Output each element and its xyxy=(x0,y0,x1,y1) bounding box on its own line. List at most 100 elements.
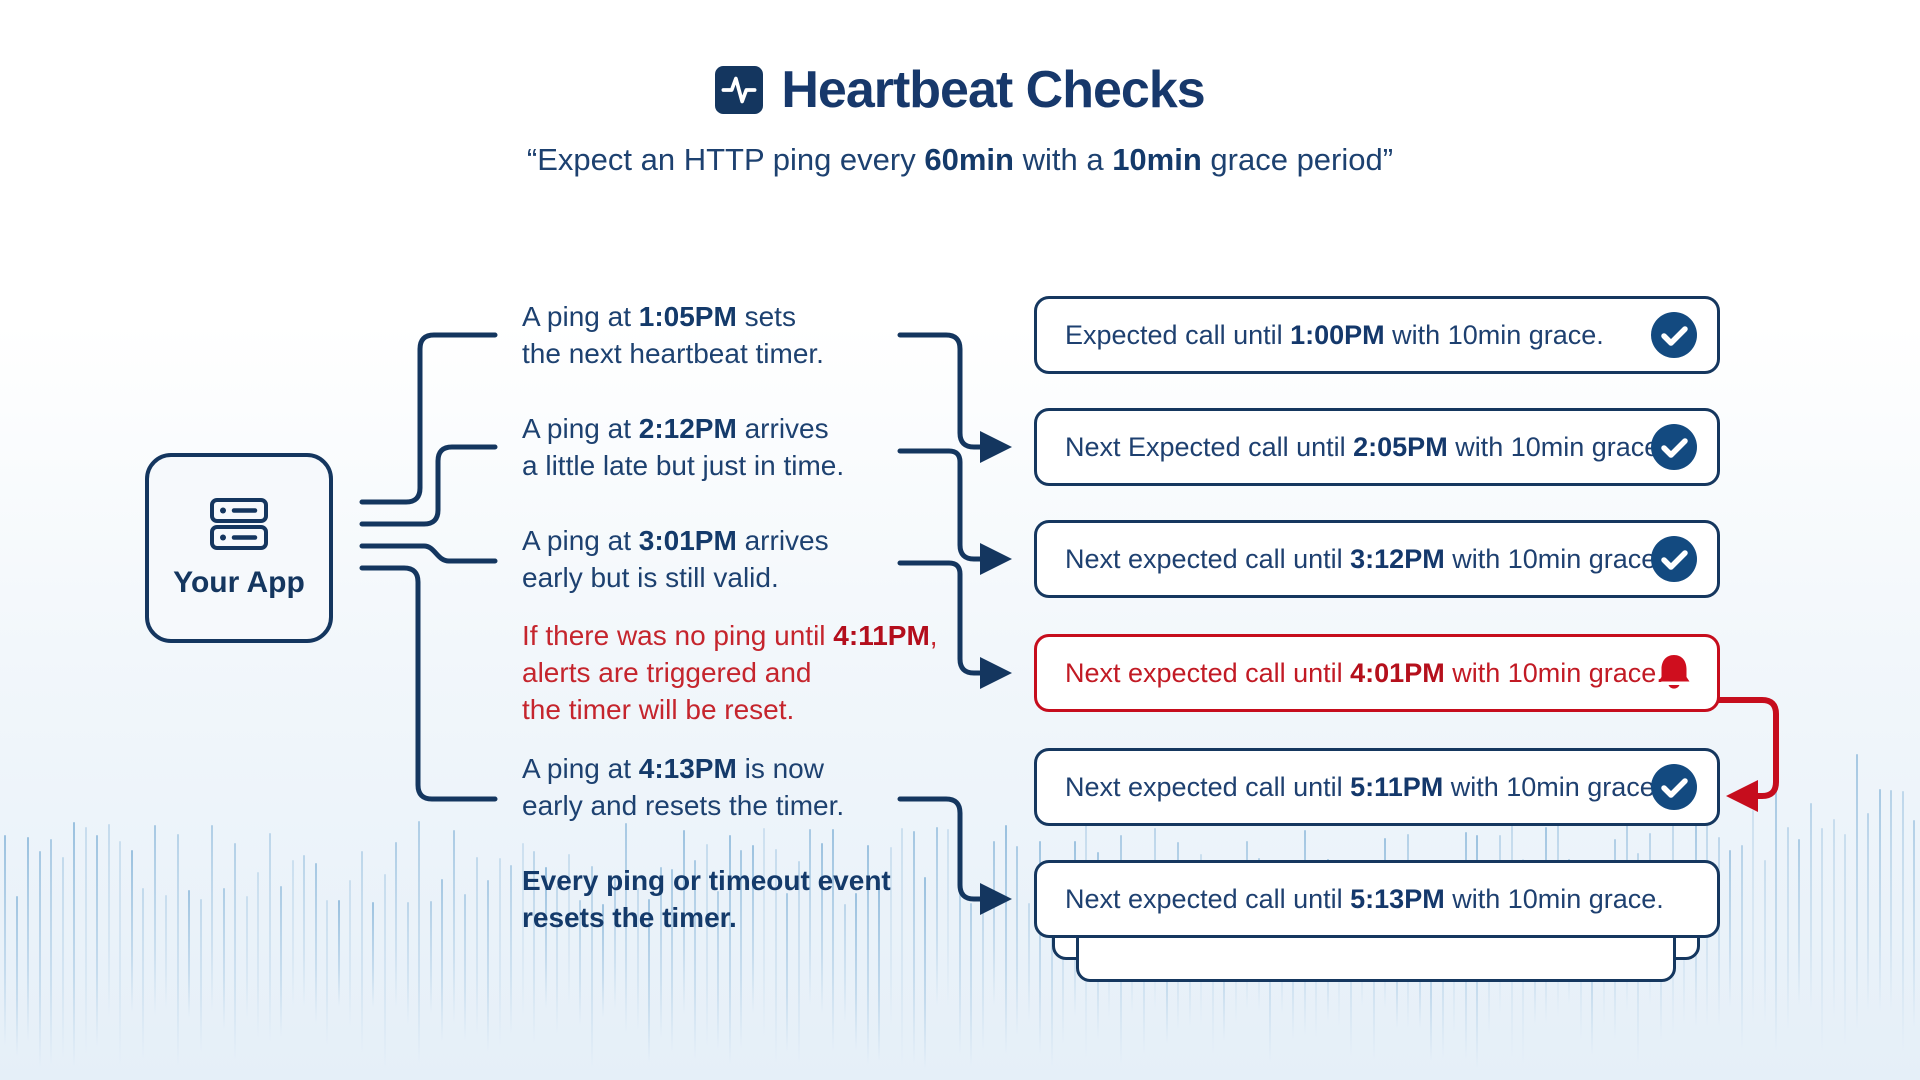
wave-line xyxy=(222,888,225,1030)
wave-line xyxy=(1752,810,1754,1023)
wave-line xyxy=(337,900,340,1007)
wave-line xyxy=(1039,841,1041,1054)
annotation-text-2: A ping at 2:12PM arrives a little late bu… xyxy=(522,413,845,481)
wave-line xyxy=(1775,783,1777,1051)
wave-line xyxy=(924,877,926,1069)
wave-line xyxy=(1855,754,1858,1031)
wave-line xyxy=(245,896,248,1020)
wave-line xyxy=(84,827,87,1054)
check-icon xyxy=(1651,312,1697,358)
app-label: Your App xyxy=(173,566,305,599)
wave-line xyxy=(797,861,800,1063)
wave-line xyxy=(970,903,972,1066)
wave-line xyxy=(50,839,52,1065)
annotation-text-4: If there was no ping until 4:11PM, alerts… xyxy=(522,620,938,725)
wave-line xyxy=(763,828,765,1039)
wave-line xyxy=(268,833,271,1043)
wave-line xyxy=(475,857,478,1036)
wave-line xyxy=(740,850,742,1048)
wave-line xyxy=(981,901,984,1050)
page-title: Heartbeat Checks xyxy=(781,61,1205,119)
check-icon xyxy=(1651,764,1697,810)
wave-line xyxy=(993,841,995,1006)
wave-line xyxy=(1821,828,1823,1052)
wave-line xyxy=(1740,845,1743,1049)
wave-line xyxy=(579,900,581,1026)
wave-line xyxy=(636,888,639,1032)
wave-line xyxy=(96,835,98,1047)
wave-line xyxy=(360,851,363,1053)
wave-line xyxy=(1763,860,1766,1025)
header: Heartbeat Checks “Expect an HTTP ping ev… xyxy=(0,0,1920,178)
wave-line xyxy=(38,851,41,1068)
wave-line xyxy=(395,842,397,1009)
wave-line xyxy=(176,834,179,1066)
timer-box-3: Next expected call until 3:12PM with 10m… xyxy=(1034,520,1720,598)
wave-line xyxy=(705,844,708,1047)
alert-reset-arrowhead xyxy=(1726,780,1758,812)
wave-line xyxy=(1062,882,1064,1045)
wave-line xyxy=(751,845,754,1014)
check-icon xyxy=(1651,536,1697,582)
timer-box-label: Next Expected call until 2:05PM with 10m… xyxy=(1065,431,1667,462)
your-app-node: Your App xyxy=(145,453,333,643)
check-icon xyxy=(1651,424,1697,470)
wave-line xyxy=(809,829,811,1006)
wave-line xyxy=(1832,819,1835,1020)
wave-line xyxy=(671,869,673,1052)
connector-ann1-to-box2 xyxy=(897,332,985,450)
bell-icon xyxy=(1651,650,1697,696)
wave-line xyxy=(291,860,294,1009)
connector-app-to-ann1 xyxy=(359,332,498,505)
wave-line xyxy=(774,849,777,1063)
wave-line xyxy=(728,835,731,1064)
arrowhead-box2 xyxy=(980,431,1012,463)
wave-line xyxy=(832,829,834,1051)
wave-line xyxy=(234,843,236,1060)
server-icon xyxy=(209,496,269,552)
wave-line xyxy=(947,829,949,1008)
timer-box-label: Next expected call until 5:11PM with 10m… xyxy=(1065,771,1663,802)
timer-box-label: Next expected call until 3:12PM with 10m… xyxy=(1065,543,1664,574)
wave-line xyxy=(590,866,593,1068)
connector-ann3-to-box4 xyxy=(897,560,985,676)
timer-box-2: Next Expected call until 2:05PM with 10m… xyxy=(1034,408,1720,486)
wave-line xyxy=(1027,903,1030,1022)
wave-line xyxy=(119,841,121,1066)
wave-line xyxy=(153,825,156,1016)
wave-line xyxy=(4,835,6,1046)
wave-line xyxy=(1844,834,1846,1047)
wave-line xyxy=(694,860,696,1059)
alert-reset-arrow xyxy=(1715,697,1779,799)
wave-line xyxy=(659,867,662,1039)
timer-box-label: Expected call until 1:00PM with 10min gr… xyxy=(1065,319,1604,350)
wave-line xyxy=(602,904,604,1018)
timer-box-label: Next expected call until 5:13PM with 10m… xyxy=(1065,883,1664,914)
wave-line xyxy=(418,821,420,1063)
wave-line xyxy=(878,882,880,1061)
wave-line xyxy=(349,880,351,1028)
wave-line xyxy=(383,874,386,1069)
wave-line xyxy=(510,865,512,1035)
timer-box-4: Next expected call until 4:01PM with 10m… xyxy=(1034,634,1720,712)
connector-ann5-to-box6 xyxy=(897,796,985,902)
wave-line xyxy=(372,902,374,1008)
wave-line xyxy=(107,824,110,1018)
wave-line xyxy=(625,823,627,1034)
wave-line xyxy=(533,851,535,1044)
wave-line xyxy=(1901,791,1904,1052)
wave-line xyxy=(717,891,719,1050)
annotation-text-3: A ping at 3:01PM arrives early but is sti… xyxy=(522,525,829,593)
wave-line xyxy=(1729,850,1731,1008)
annotation-text-6: Every ping or timeout event resets the ti… xyxy=(522,865,891,933)
wave-line xyxy=(1878,789,1881,1013)
arrowhead-box4 xyxy=(980,657,1012,689)
wave-line xyxy=(820,843,823,1014)
wave-line xyxy=(1890,790,1892,1011)
wave-line xyxy=(1913,820,1915,1029)
wave-line xyxy=(682,830,685,1015)
wave-line xyxy=(142,888,144,1059)
wave-line xyxy=(257,872,259,1040)
